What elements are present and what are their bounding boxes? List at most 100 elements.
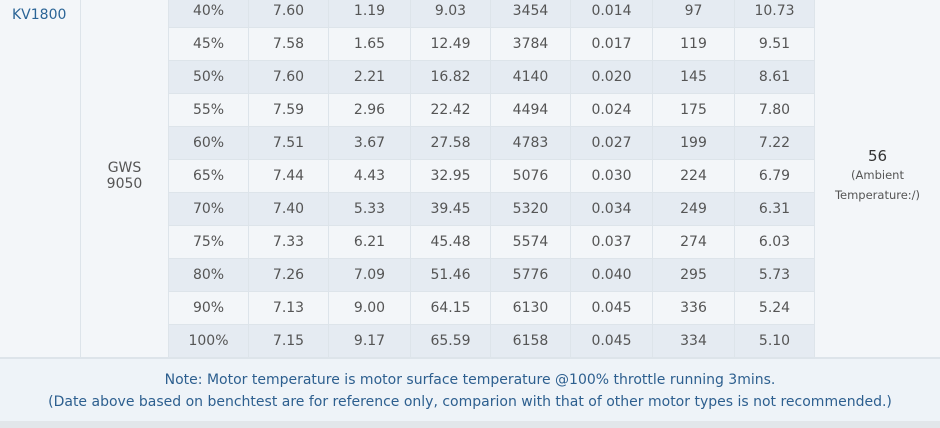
data-cell: 12.49 bbox=[411, 28, 491, 61]
temperature-cell: 56 (Ambient Temperature:/) bbox=[815, 0, 940, 358]
data-cell: 336 bbox=[653, 292, 735, 325]
data-cell: 5.33 bbox=[329, 193, 411, 226]
data-cell: 7.44 bbox=[249, 160, 329, 193]
data-cell: 7.51 bbox=[249, 127, 329, 160]
data-cell: 9.03 bbox=[411, 0, 491, 28]
data-cell: 119 bbox=[653, 28, 735, 61]
data-cell: 3784 bbox=[491, 28, 571, 61]
data-cell: 6130 bbox=[491, 292, 571, 325]
data-cell: 45% bbox=[169, 28, 249, 61]
data-cell: 80% bbox=[169, 259, 249, 292]
data-cell: 5.73 bbox=[735, 259, 815, 292]
temperature-value: 56 bbox=[867, 147, 888, 165]
data-cell: 6.03 bbox=[735, 226, 815, 259]
data-cell: 9.00 bbox=[329, 292, 411, 325]
data-cell: 7.59 bbox=[249, 94, 329, 127]
data-cell: 9.51 bbox=[735, 28, 815, 61]
data-cell: 6.31 bbox=[735, 193, 815, 226]
data-cell: 70% bbox=[169, 193, 249, 226]
temperature-note: (Ambient Temperature:/) bbox=[834, 168, 921, 202]
data-cell: 0.014 bbox=[571, 0, 653, 28]
data-cell: 65.59 bbox=[411, 325, 491, 358]
data-cell: 7.33 bbox=[249, 226, 329, 259]
data-cell: 39.45 bbox=[411, 193, 491, 226]
data-cell: 1.19 bbox=[329, 0, 411, 28]
data-cell: 0.020 bbox=[571, 61, 653, 94]
data-cell: 0.034 bbox=[571, 193, 653, 226]
data-cell: 0.040 bbox=[571, 259, 653, 292]
note-line: (Date above based on benchtest are for r… bbox=[48, 393, 892, 410]
data-cell: 4783 bbox=[491, 127, 571, 160]
prop-label: GWS bbox=[107, 160, 142, 176]
data-cell: 5.24 bbox=[735, 292, 815, 325]
data-cell: 9.17 bbox=[329, 325, 411, 358]
data-cell: 0.027 bbox=[571, 127, 653, 160]
data-cell: 0.024 bbox=[571, 94, 653, 127]
data-cell: 199 bbox=[653, 127, 735, 160]
data-cell: 4.43 bbox=[329, 160, 411, 193]
data-cell: 5.10 bbox=[735, 325, 815, 358]
data-cell: 7.09 bbox=[329, 259, 411, 292]
data-cell: 5574 bbox=[491, 226, 571, 259]
data-cell: 5320 bbox=[491, 193, 571, 226]
data-cell: 7.15 bbox=[249, 325, 329, 358]
data-cell: 224 bbox=[653, 160, 735, 193]
data-cell: 0.045 bbox=[571, 292, 653, 325]
data-cell: 27.58 bbox=[411, 127, 491, 160]
data-cell: 51.46 bbox=[411, 259, 491, 292]
data-cell: 40% bbox=[169, 0, 249, 28]
data-cell: 7.22 bbox=[735, 127, 815, 160]
data-cell: 2.21 bbox=[329, 61, 411, 94]
data-cell: 7.26 bbox=[249, 259, 329, 292]
prop-label: 9050 bbox=[106, 176, 143, 192]
data-cell: 7.40 bbox=[249, 193, 329, 226]
data-cell: 145 bbox=[653, 61, 735, 94]
data-cell: 0.030 bbox=[571, 160, 653, 193]
data-cell: 4140 bbox=[491, 61, 571, 94]
data-cell: 3.67 bbox=[329, 127, 411, 160]
data-cell: 0.045 bbox=[571, 325, 653, 358]
data-cell: 334 bbox=[653, 325, 735, 358]
data-cell: 0.017 bbox=[571, 28, 653, 61]
data-cell: 6.21 bbox=[329, 226, 411, 259]
prop-cell: GWS 9050 bbox=[81, 0, 169, 358]
data-cell: 7.58 bbox=[249, 28, 329, 61]
motor-cell: KV1800 bbox=[0, 0, 81, 358]
data-cell: 7.60 bbox=[249, 61, 329, 94]
data-cell: 75% bbox=[169, 226, 249, 259]
data-cell: 4494 bbox=[491, 94, 571, 127]
data-cell: 7.13 bbox=[249, 292, 329, 325]
data-cell: 50% bbox=[169, 61, 249, 94]
data-cell: 249 bbox=[653, 193, 735, 226]
data-cell: 64.15 bbox=[411, 292, 491, 325]
data-cell: 90% bbox=[169, 292, 249, 325]
data-cell: 5076 bbox=[491, 160, 571, 193]
data-cell: 100% bbox=[169, 325, 249, 358]
data-cell: 0.037 bbox=[571, 226, 653, 259]
data-cell: 274 bbox=[653, 226, 735, 259]
data-cell: 60% bbox=[169, 127, 249, 160]
data-cell: 6.79 bbox=[735, 160, 815, 193]
data-cell: 5776 bbox=[491, 259, 571, 292]
data-cell: 10.73 bbox=[735, 0, 815, 28]
motor-label: KV1800 bbox=[12, 7, 67, 23]
data-cell: 16.82 bbox=[411, 61, 491, 94]
data-cell: 97 bbox=[653, 0, 735, 28]
data-cell: 6158 bbox=[491, 325, 571, 358]
data-cell: 295 bbox=[653, 259, 735, 292]
data-cell: 45.48 bbox=[411, 226, 491, 259]
note-box: Note: Motor temperature is motor surface… bbox=[0, 358, 940, 422]
data-cell: 65% bbox=[169, 160, 249, 193]
data-cell: 175 bbox=[653, 94, 735, 127]
data-cell: 3454 bbox=[491, 0, 571, 28]
data-cell: 55% bbox=[169, 94, 249, 127]
data-cell: 2.96 bbox=[329, 94, 411, 127]
data-cell: 22.42 bbox=[411, 94, 491, 127]
data-cell: 7.80 bbox=[735, 94, 815, 127]
data-cell: 32.95 bbox=[411, 160, 491, 193]
bottom-strip bbox=[0, 421, 940, 428]
data-cell: 8.61 bbox=[735, 61, 815, 94]
note-line: Note: Motor temperature is motor surface… bbox=[164, 371, 776, 388]
data-cell: 7.60 bbox=[249, 0, 329, 28]
